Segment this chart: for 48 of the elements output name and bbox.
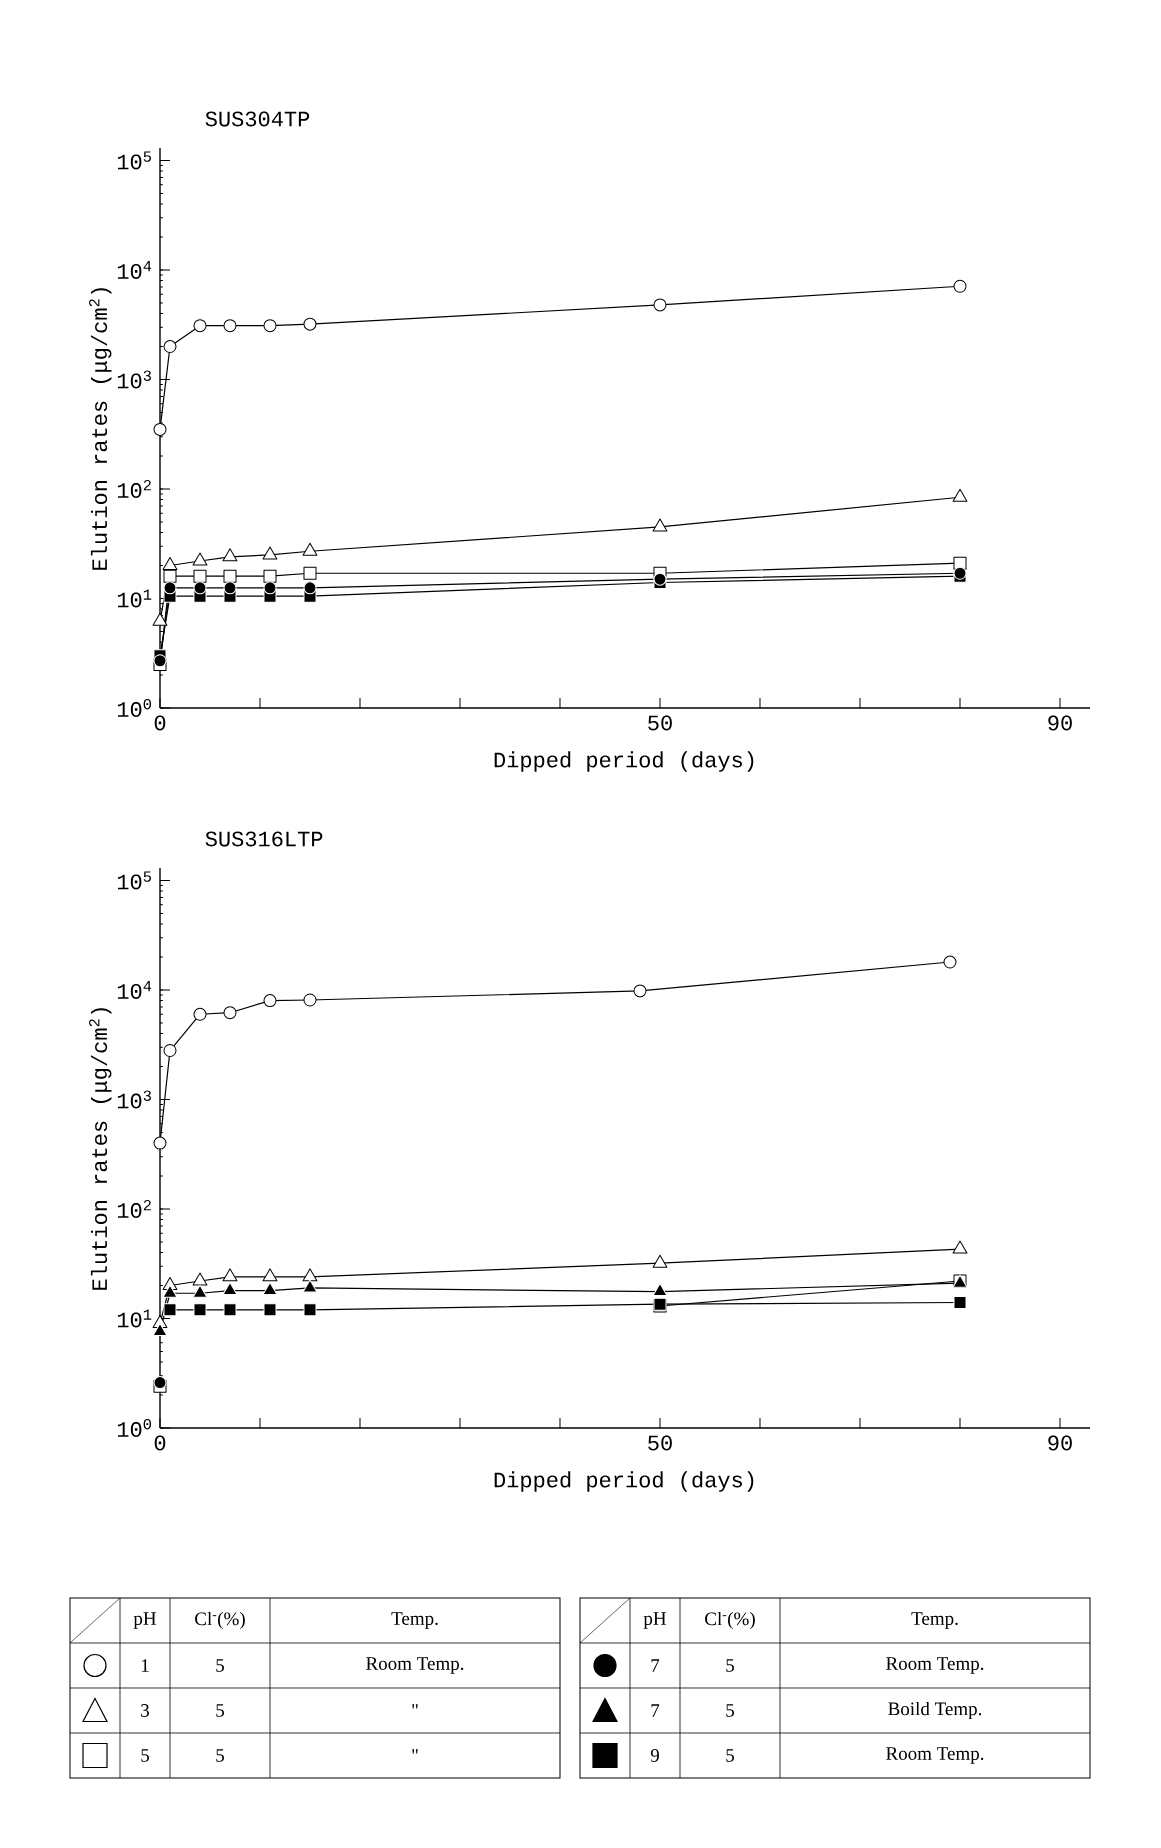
x-axis-title: Dipped period (days) xyxy=(494,1471,754,1492)
text: " xyxy=(412,1749,418,1754)
y-tick-label: 10$^{5}$ xyxy=(117,151,151,170)
text: Cl$^{-}$(%) xyxy=(705,1611,755,1630)
text: 5 xyxy=(726,1659,734,1672)
text: Temp. xyxy=(391,1612,438,1629)
text: pH xyxy=(643,1612,667,1629)
text: 5 xyxy=(141,1749,149,1762)
text: 5 xyxy=(216,1749,224,1762)
y-tick-label: 10$^{1}$ xyxy=(117,589,152,608)
x-tick-label: 0 xyxy=(154,715,166,731)
text: 5 xyxy=(216,1659,224,1672)
text: 5 xyxy=(726,1749,734,1762)
y-axis-title: Elution rates (μg/cm$^{2}$) xyxy=(89,288,112,570)
chart-title: SUS304TP xyxy=(205,111,310,127)
y-tick-label: 10$^{2}$ xyxy=(117,1199,151,1219)
text: 5 xyxy=(216,1704,224,1717)
text: " xyxy=(412,1704,418,1709)
text: Room Temp. xyxy=(886,1747,984,1764)
y-tick-label: 10$^{4}$ xyxy=(117,261,152,279)
x-tick-label: 50 xyxy=(648,1435,672,1451)
text: Temp. xyxy=(911,1612,958,1629)
x-tick-label: 0 xyxy=(154,1435,166,1451)
text: Cl$^{-}$(%) xyxy=(195,1611,245,1630)
x-tick-label: 50 xyxy=(648,715,672,731)
text: Boild Temp. xyxy=(888,1701,982,1720)
text: 3 xyxy=(141,1704,149,1717)
text: Room Temp. xyxy=(366,1657,464,1674)
y-tick-label: 10$^{3}$ xyxy=(117,1090,151,1109)
y-tick-label: 10$^{4}$ xyxy=(117,981,152,999)
text: pH xyxy=(133,1612,157,1629)
x-tick-label: 90 xyxy=(1048,715,1072,731)
text: 7 xyxy=(651,1704,660,1717)
text: 7 xyxy=(651,1659,660,1672)
chart-title: SUS316LTP xyxy=(205,831,323,847)
y-tick-label: 10$^{3}$ xyxy=(117,370,151,389)
text: 5 xyxy=(726,1704,734,1717)
text: 9 xyxy=(650,1749,659,1762)
text: Room Temp. xyxy=(886,1657,984,1674)
text: 1 xyxy=(141,1659,149,1672)
y-tick-label: 10$^{0}$ xyxy=(117,1418,152,1438)
y-axis-title: Elution rates (μg/cm$^{2}$) xyxy=(89,1008,112,1290)
y-tick-label: 10$^{1}$ xyxy=(117,1309,152,1328)
x-tick-label: 90 xyxy=(1048,1435,1072,1451)
y-tick-label: 10$^{5}$ xyxy=(117,871,151,890)
x-axis-title: Dipped period (days) xyxy=(494,751,754,772)
y-tick-label: 10$^{0}$ xyxy=(117,698,152,718)
y-tick-label: 10$^{2}$ xyxy=(117,479,151,499)
